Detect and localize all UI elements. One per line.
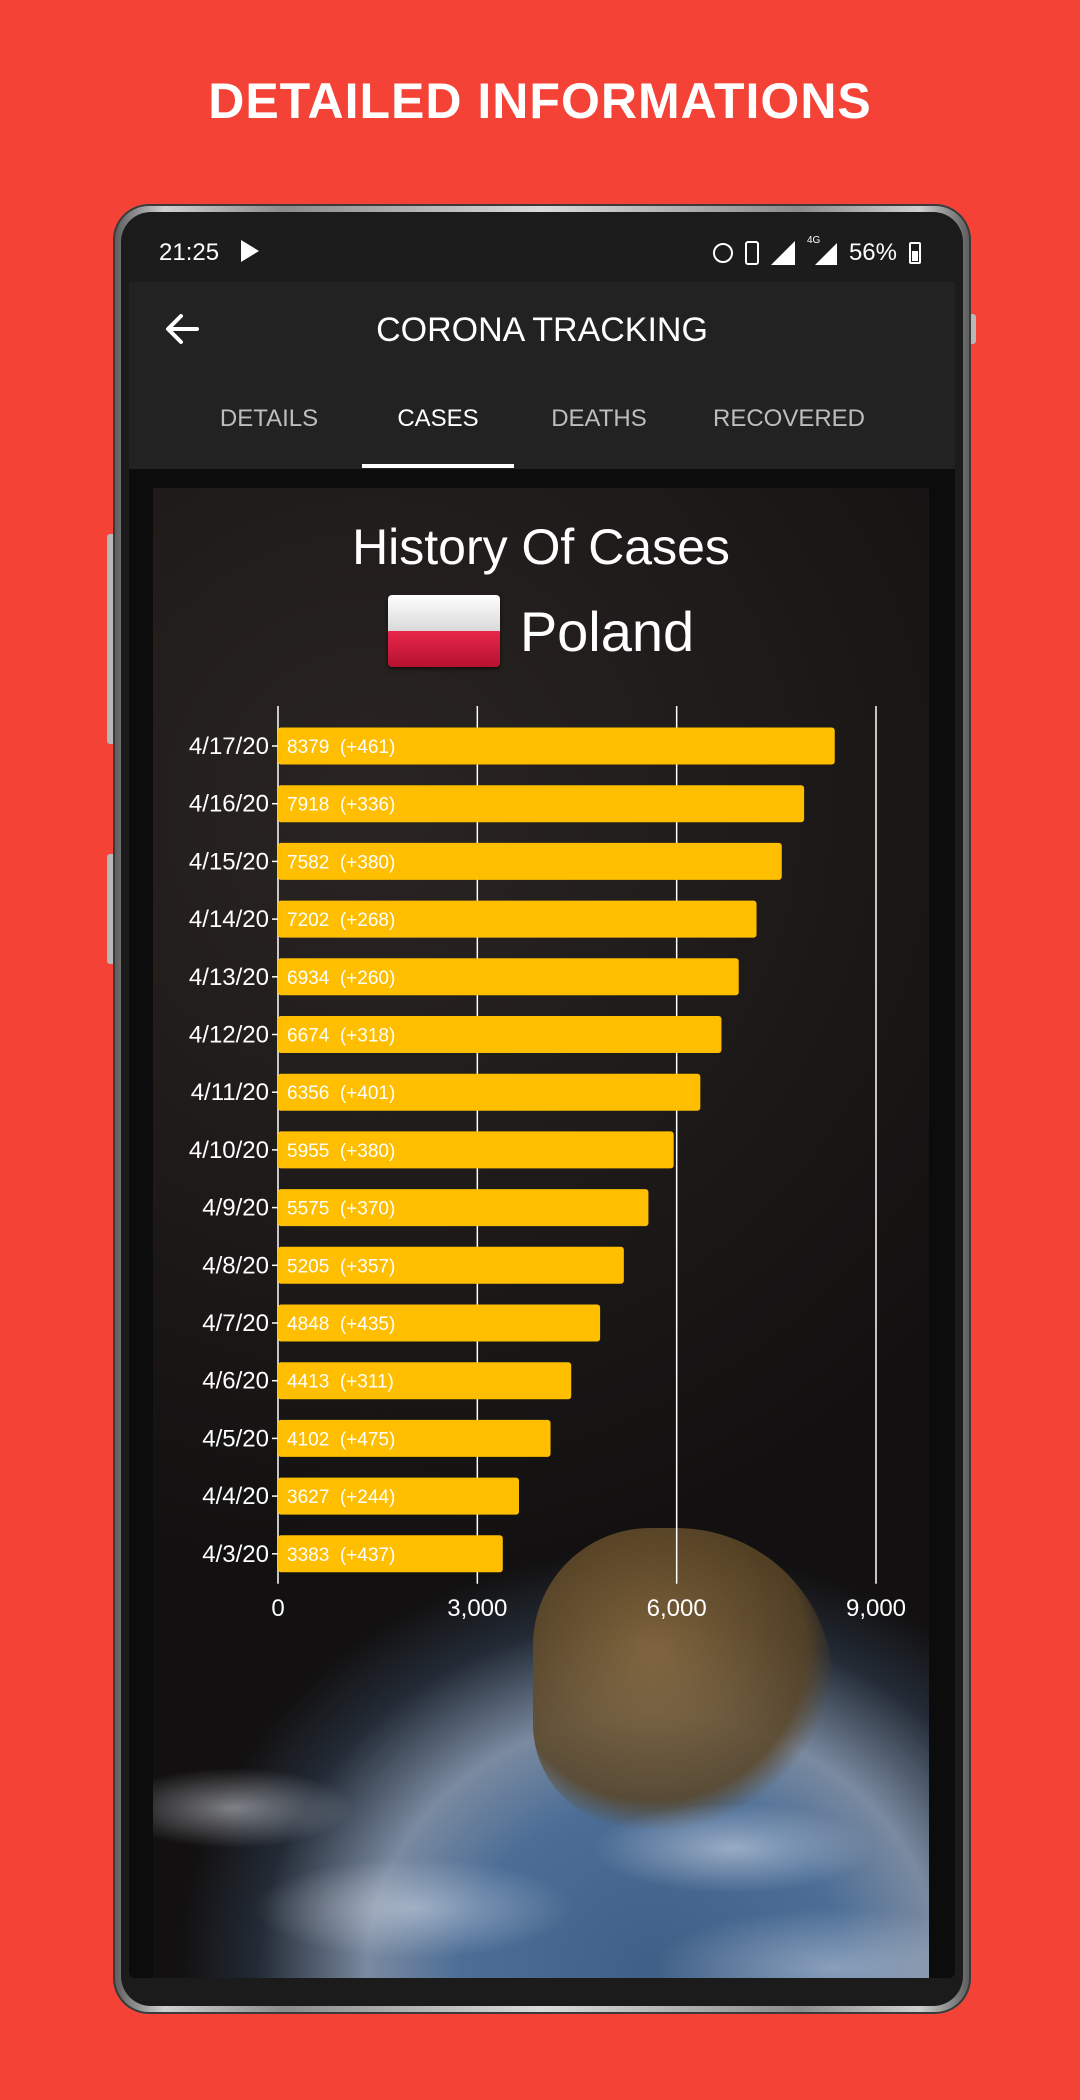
y-tick-label: 4/14/20 <box>189 906 269 933</box>
app-title: CORONA TRACKING <box>376 311 708 349</box>
status-time: 21:25 <box>159 239 220 266</box>
battery-percent: 56% <box>848 239 897 266</box>
bar-data-label: 8379 (+461) <box>287 737 395 758</box>
bar <box>278 1246 624 1284</box>
signal-icon <box>770 241 795 265</box>
bar <box>278 1016 722 1053</box>
bar <box>278 958 739 996</box>
y-tick-label: 4/17/20 <box>189 733 269 760</box>
screen: 21:25 4G 56% CORONA TRACKING DETAILS <box>129 220 955 1978</box>
bar <box>278 1304 601 1342</box>
bar-data-label: 4413 (+311) <box>287 1372 394 1393</box>
bar-data-label: 5205 (+357) <box>287 1256 395 1277</box>
bar <box>278 1477 519 1515</box>
x-tick-label: 9,000 <box>846 1595 906 1622</box>
bar-data-label: 6674 (+318) <box>287 1026 395 1047</box>
bar <box>278 1131 674 1169</box>
y-tick-label: 4/16/20 <box>189 791 269 818</box>
alarm-icon <box>712 243 733 263</box>
bar-data-label: 5575 (+370) <box>287 1199 395 1220</box>
signal-4g-icon: 4G <box>807 235 837 265</box>
status-icons: 4G 56% <box>712 235 921 267</box>
bar <box>278 1073 701 1111</box>
play-store-icon <box>241 240 259 262</box>
cloud-background <box>153 1688 929 1978</box>
y-tick-label: 4/9/20 <box>202 1195 269 1222</box>
side-button <box>107 854 113 964</box>
y-tick-label: 4/15/20 <box>189 848 269 875</box>
network-label: 4G <box>806 235 821 246</box>
y-tick-label: 4/7/20 <box>202 1310 269 1337</box>
x-tick-label: 3,000 <box>447 1595 507 1622</box>
y-tick-label: 4/12/20 <box>189 1022 269 1049</box>
y-tick-label: 4/10/20 <box>189 1137 269 1164</box>
side-button <box>971 314 976 344</box>
y-tick-label: 4/13/20 <box>189 964 269 991</box>
side-button <box>107 534 113 744</box>
content-panel: History Of Cases Poland 0 3,000 6,000 9,000… <box>153 488 929 1978</box>
arrow-left-icon[interactable] <box>159 306 205 352</box>
country-header: Poland <box>153 593 929 669</box>
battery-icon <box>909 242 921 264</box>
bar-data-label: 4102 (+475) <box>287 1429 395 1450</box>
tab-bar: DETAILS CASES DEATHS RECOVERED <box>129 392 955 469</box>
bar <box>278 1362 572 1400</box>
promo-title: DETAILED INFORMATIONS <box>208 73 872 129</box>
bar-data-label: 3383 (+437) <box>287 1545 395 1566</box>
tab-cases[interactable]: CASES <box>397 405 479 432</box>
y-tick-label: 4/11/20 <box>191 1079 269 1106</box>
bar-data-label: 3627 (+244) <box>287 1487 395 1508</box>
tab-deaths[interactable]: DEATHS <box>551 405 647 432</box>
bar-data-label: 6356 (+401) <box>287 1083 395 1104</box>
chart-title: History Of Cases <box>352 519 730 575</box>
phone-frame: 21:25 4G 56% CORONA TRACKING DETAILS <box>107 204 976 2014</box>
tab-recovered[interactable]: RECOVERED <box>712 405 866 432</box>
y-tick-label: 4/3/20 <box>202 1541 269 1568</box>
tab-details[interactable]: DETAILS <box>219 405 319 432</box>
bar <box>278 842 782 880</box>
bar-data-label: 4848 (+435) <box>287 1314 395 1335</box>
bar <box>278 900 757 938</box>
cases-bar-chart: 0 3,000 6,000 9,000 4/17/20 8379 (+461) 4/16/2… <box>189 706 906 1622</box>
vibrate-icon <box>744 241 759 265</box>
x-tick-label: 0 <box>271 1595 284 1622</box>
bar <box>278 785 805 823</box>
bar <box>278 1419 551 1457</box>
poland-flag-icon <box>387 595 500 667</box>
country-name: Poland <box>519 599 695 663</box>
bar <box>278 1189 649 1227</box>
bar-data-label: 5955 (+380) <box>287 1141 395 1162</box>
status-bar: 21:25 4G 56% <box>129 220 955 282</box>
bar-data-label: 7582 (+380) <box>287 852 395 873</box>
bar-data-label: 6934 (+260) <box>287 968 395 989</box>
bar <box>278 1535 503 1573</box>
y-tick-label: 4/4/20 <box>202 1483 269 1510</box>
x-tick-label: 6,000 <box>647 1595 707 1622</box>
bar <box>278 727 835 765</box>
bar-data-label: 7918 (+336) <box>287 795 395 816</box>
y-tick-label: 4/5/20 <box>202 1425 269 1452</box>
app-bar: CORONA TRACKING DETAILS CASES DEATHS REC… <box>129 282 955 469</box>
y-tick-label: 4/8/20 <box>202 1252 269 1279</box>
tab-indicator <box>362 464 514 468</box>
y-tick-label: 4/6/20 <box>202 1368 269 1395</box>
bar-data-label: 7202 (+268) <box>287 910 395 931</box>
